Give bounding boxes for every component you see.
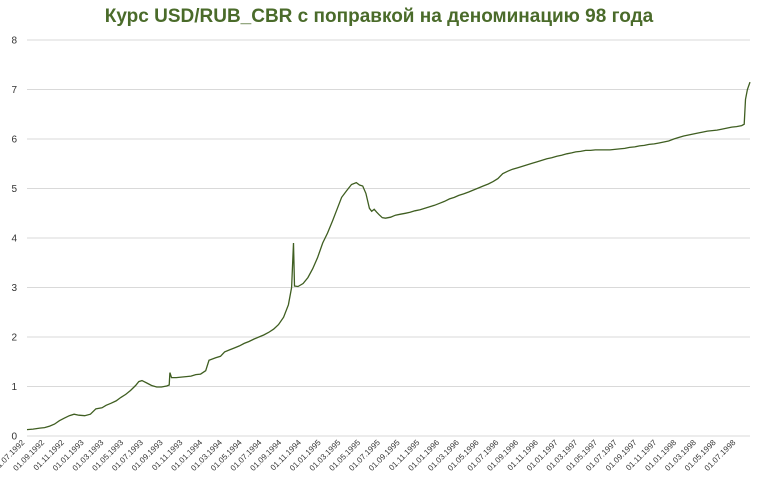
y-tick-label: 1: [11, 382, 17, 393]
y-tick-label: 6: [11, 135, 17, 146]
y-tick-label: 2: [11, 333, 17, 344]
chart-title: Курс USD/RUB_CBR с поправкой на деномина…: [104, 6, 654, 27]
y-tick-label: 7: [11, 85, 17, 96]
y-tick-label: 0: [11, 432, 17, 443]
y-axis-ticks: 0 1 2 3 4 5 6 7 8: [11, 36, 17, 443]
series-line: [26, 81, 751, 431]
y-tick-label: 3: [11, 283, 17, 294]
gridlines: [27, 39, 750, 437]
y-tick-label: 5: [11, 184, 17, 195]
y-tick-label: 8: [11, 36, 17, 47]
x-axis-ticks: 01.07.199201.09.199201.11.199201.01.1993…: [0, 438, 738, 473]
y-tick-label: 4: [11, 234, 17, 245]
